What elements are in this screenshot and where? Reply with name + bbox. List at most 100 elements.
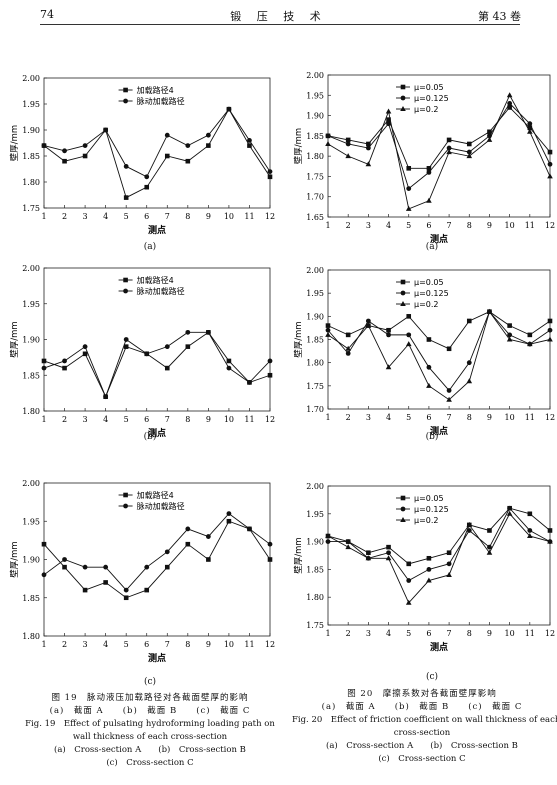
data-point [406, 578, 412, 583]
sublabel-20c: (c) [425, 672, 439, 682]
data-point [164, 132, 170, 138]
x-tick-label: 6 [144, 640, 149, 649]
data-point [206, 557, 211, 562]
x-tick-label: 1 [325, 629, 330, 638]
data-point [507, 323, 512, 328]
x-axis-label: 测点 [148, 427, 166, 439]
x-tick-label: 12 [545, 221, 555, 230]
data-point [506, 92, 513, 98]
data-point [345, 332, 351, 338]
data-point [123, 587, 129, 593]
x-axis-label: 测点 [148, 652, 166, 664]
y-tick-label: 1.85 [22, 594, 40, 603]
data-point [386, 544, 391, 550]
legend-label: μ=0.125 [414, 505, 449, 514]
series-circle [41, 329, 273, 400]
y-tick-label: 1.75 [306, 621, 324, 630]
y-axis-label: 壁厚/mm [9, 125, 20, 161]
data-point [365, 322, 372, 328]
data-point [446, 571, 452, 577]
chart-fig19b: 1.80 1.85 1.90 1.95 2.00 1 2 3 4 5 6 7 8 9 10 11 12 测点 壁厚/… [6, 260, 276, 439]
data-point [446, 149, 452, 155]
data-point [466, 318, 472, 324]
x-tick-label: 1 [41, 212, 46, 221]
series-square [325, 309, 553, 352]
data-point [345, 345, 351, 351]
data-point [267, 372, 273, 378]
data-point [144, 351, 150, 357]
data-point [386, 121, 391, 127]
x-tick-label: 6 [426, 221, 431, 230]
data-point [406, 186, 412, 191]
data-point [82, 153, 88, 159]
data-point [386, 117, 391, 122]
data-point [144, 587, 150, 593]
legend: μ=0.05 μ=0.125 μ=0.2 [396, 83, 449, 114]
y-tick-label: 1.90 [306, 538, 324, 547]
data-point [527, 341, 533, 347]
data-point [486, 549, 493, 555]
x-tick-label: 5 [124, 415, 129, 424]
data-point [82, 143, 88, 148]
series-square [41, 330, 273, 399]
x-tick-label: 12 [265, 212, 275, 221]
data-point [325, 331, 331, 337]
x-tick-label: 11 [244, 212, 254, 221]
y-tick-label: 1.90 [22, 556, 40, 565]
data-point [446, 550, 452, 556]
volume-label: 第 43 卷 [478, 10, 521, 23]
series-square [325, 505, 553, 567]
legend: μ=0.05 μ=0.125 μ=0.2 [396, 278, 449, 309]
data-point [82, 344, 88, 350]
data-point [507, 101, 513, 106]
data-point [103, 580, 108, 585]
data-point [123, 337, 129, 342]
y-tick-label: 1.80 [306, 359, 324, 368]
legend-marker [123, 288, 128, 294]
data-point [226, 511, 232, 516]
sublabel-19b: (b) [143, 432, 157, 442]
data-point [426, 169, 432, 175]
y-tick-label: 1.95 [22, 517, 40, 526]
y-axis-label: 壁厚/mm [293, 128, 304, 164]
data-point [62, 557, 67, 562]
legend-label: μ=0.2 [414, 105, 439, 114]
x-axis-label: 测点 [430, 233, 448, 245]
data-point [144, 564, 150, 570]
data-point [527, 332, 533, 338]
chart-fig19a: 1.75 1.80 1.85 1.90 1.95 2.00 1 2 3 4 5 6 7 8 9 10 11 12 测… [6, 70, 276, 240]
data-point [547, 327, 553, 333]
sublabel-20b: (b) [425, 432, 439, 442]
x-tick-label: 5 [124, 212, 129, 221]
legend-label: μ=0.125 [414, 289, 449, 298]
data-point [366, 141, 371, 147]
data-point [226, 358, 232, 364]
data-point [426, 337, 432, 342]
data-point [267, 358, 273, 364]
caption-fig20-title-en: Fig. 20 Effect of friction coefficient o… [292, 715, 557, 725]
y-tick-label: 1.95 [306, 91, 324, 100]
series-line [327, 513, 551, 604]
y-tick-label: 1.70 [306, 193, 324, 202]
data-point [547, 173, 553, 179]
y-tick-label: 2.00 [306, 71, 324, 80]
legend-label: 脉动加载路径 [137, 501, 185, 511]
data-point [426, 555, 432, 561]
series-circle [41, 511, 273, 593]
data-point [325, 133, 331, 139]
data-point [365, 161, 372, 167]
plot-frame [327, 485, 551, 626]
data-point [405, 341, 412, 347]
x-tick-label: 6 [144, 415, 149, 424]
data-point [325, 140, 331, 146]
data-point [527, 128, 533, 134]
data-point [506, 336, 513, 342]
data-point [247, 380, 252, 385]
data-point [466, 378, 473, 384]
data-point [365, 145, 371, 151]
x-axis-label: 测点 [430, 641, 448, 653]
x-axis-label: 测点 [430, 425, 448, 437]
x-tick-label: 7 [447, 629, 452, 638]
caption-fig19-title-zh: 图 19 脉动液压加载路径对各截面壁厚的影响 [51, 693, 249, 703]
x-tick-label: 3 [83, 640, 88, 649]
